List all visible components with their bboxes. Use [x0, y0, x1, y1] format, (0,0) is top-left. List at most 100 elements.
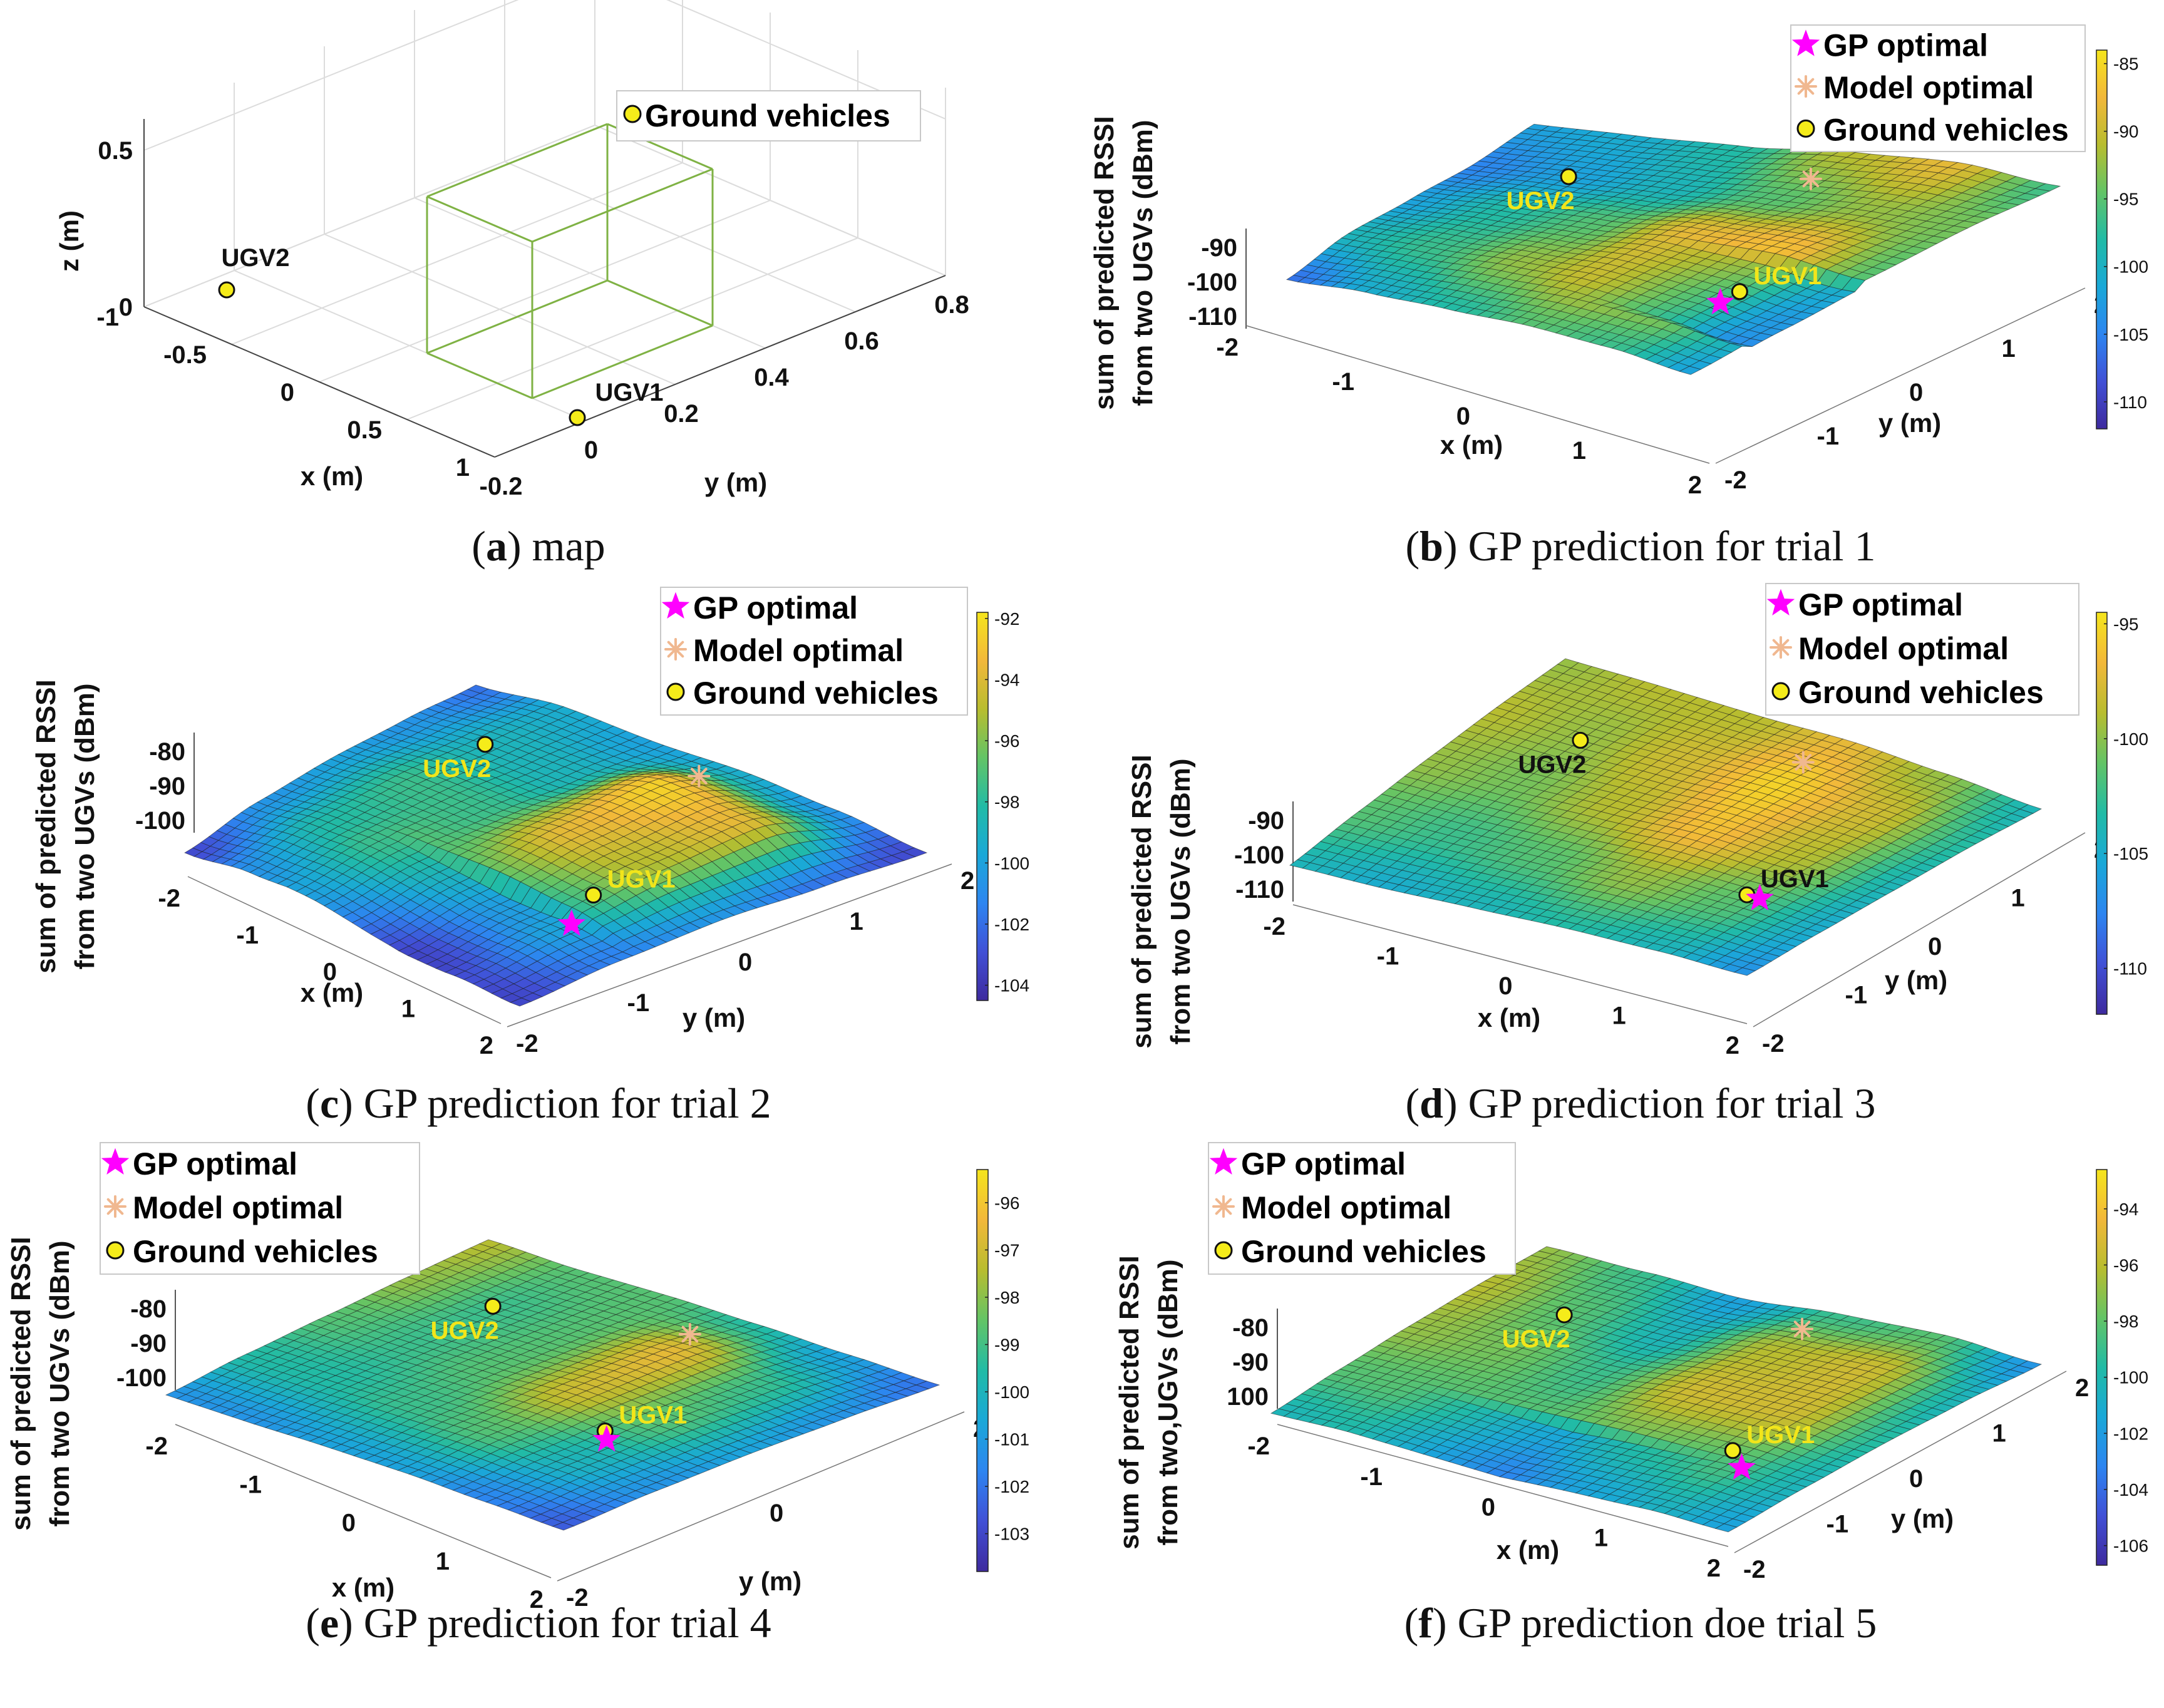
ground-vehicle-marker: [1560, 168, 1577, 185]
x-axis-line: [1245, 325, 1710, 464]
x-tick-label: 0: [1456, 403, 1470, 430]
y-tick-label: -0.2: [480, 473, 523, 500]
z-axis-title: z (m): [54, 210, 84, 272]
x-tick-label: -2: [1263, 913, 1286, 940]
caption-text: GP prediction for trial 1: [1468, 522, 1876, 570]
x-axis-title: x (m): [301, 461, 363, 491]
ground-vehicle-label: UGV2: [1507, 187, 1575, 215]
colorbar-tick-label: -90: [2113, 122, 2138, 141]
z-tick-label: -90: [1201, 234, 1237, 262]
colorbar-tick-label: -105: [2113, 844, 2148, 863]
grid-line: [594, 125, 946, 276]
y-tick-label: 0.8: [934, 291, 969, 319]
y-tick-label: -1: [1817, 423, 1840, 450]
y-axis-title: y (m): [1878, 408, 1941, 438]
x-axis-line: [143, 306, 495, 458]
ground-vehicle-label: UGV2: [222, 244, 290, 272]
caption-letter: b: [1419, 522, 1443, 570]
colorbar-tick-label: -95: [2113, 614, 2138, 634]
model-optimal-legend-icon: [664, 638, 687, 661]
grid-line: [319, 200, 771, 383]
caption-text: map: [532, 522, 605, 570]
ground-vehicle-marker: [477, 736, 494, 753]
z-axis-title-line: from two UGVs (dBm): [1165, 758, 1196, 1044]
z-tick-label: -90: [149, 773, 185, 800]
colorbar: -85-90-95-100-105-110: [2096, 49, 2148, 430]
y-axis-title: y (m): [704, 468, 767, 497]
colorbar-tick-label: -100: [994, 853, 1029, 873]
legend-label: GP optimal: [693, 590, 858, 625]
caption-paren-open: (: [306, 1079, 320, 1127]
legend-label: Ground vehicles: [1823, 112, 2069, 147]
x-tick-label: 2: [480, 1032, 493, 1059]
z-tick-label: -100: [1187, 269, 1237, 296]
ground-vehicle-marker: [569, 409, 586, 426]
x-tick-label: 2: [1726, 1032, 1739, 1059]
caption-paren-open: (: [1405, 522, 1419, 570]
caption-text: GP prediction for trial 3: [1468, 1079, 1876, 1127]
z-axis-title-line: from two UGVs (dBm): [1128, 120, 1158, 406]
x-axis-title: x (m): [1478, 1003, 1540, 1032]
x-tick-label: 0.5: [347, 416, 382, 444]
legend-label: Model optimal: [693, 633, 904, 668]
surface-mesh: [1286, 123, 2061, 375]
colorbar-tick-label: -94: [994, 670, 1019, 689]
y-tick-label: 0.4: [754, 364, 789, 391]
x-tick-label: 1: [1612, 1002, 1626, 1030]
obstacle-box-edge: [426, 195, 533, 243]
colorbar-tick-label: -85: [2113, 54, 2138, 74]
legend-label: GP optimal: [1798, 587, 1963, 622]
caption-paren-close: ): [1443, 1079, 1468, 1127]
caption-paren-open: (: [1405, 1079, 1419, 1127]
obstacle-box-edge: [532, 324, 713, 399]
colorbar: -92-94-96-98-100-102-104: [976, 609, 1029, 1001]
z-ticks: -110 -100 -90: [1187, 234, 1237, 331]
y-tick-label: 0.2: [664, 400, 699, 428]
z-axis-title: sum of predicted RSSI from two UGVs (dBm): [31, 679, 100, 973]
legend-box: [616, 90, 921, 141]
z-tick-label: 0.5: [98, 137, 133, 165]
colorbar-ramp: [2096, 49, 2108, 430]
z-axis-title-line: sum of predicted RSSI: [1126, 754, 1157, 1048]
x-tick-label: -0.5: [163, 341, 207, 369]
ground-vehicle-label: UGV1: [607, 866, 676, 893]
colorbar-tick-label: -105: [2113, 325, 2148, 344]
y-tick-label: -2: [516, 1030, 538, 1057]
legend-label: GP optimal: [1823, 28, 1988, 63]
z-tick-label: -100: [135, 807, 185, 835]
x-tick-label: 1: [1572, 437, 1586, 465]
y-tick-label: 1: [850, 908, 863, 935]
caption-paren-open: (: [471, 522, 486, 570]
colorbar-tick-label: -100: [2113, 729, 2148, 749]
z-tick-label: -110: [1188, 303, 1237, 331]
ground-vehicle-marker: [585, 887, 602, 904]
colorbar-ramp: [976, 612, 989, 1001]
figure-caption: (a) map: [471, 522, 605, 570]
x-tick-label: 1: [401, 995, 415, 1022]
colorbar-tick-label: -102: [994, 915, 1029, 934]
y-tick-label: -1: [1845, 982, 1868, 1009]
model-optimal-legend-icon: [1795, 75, 1817, 98]
ground-vehicle-legend-icon: [1771, 682, 1790, 701]
colorbar-tick-label: -98: [994, 793, 1019, 812]
y-axis-line: [494, 275, 946, 458]
x-tick-label: -1: [236, 922, 259, 949]
ground-vehicle-label: UGV2: [423, 755, 491, 783]
figure-caption: (b) GP prediction for trial 1: [1405, 522, 1875, 570]
z-ticks: 00.5: [98, 137, 133, 321]
x-tick-label: -1: [1377, 943, 1399, 970]
obstacle-box: [426, 123, 714, 399]
model-optimal-marker: [688, 764, 711, 788]
obstacle-box-edge: [426, 279, 608, 354]
y-axis-title: y (m): [683, 1003, 745, 1032]
obstacle-box-edge: [532, 168, 713, 243]
y-tick-label: 0: [1928, 933, 1942, 960]
surface-mesh: [165, 1239, 940, 1531]
x-tick-label: 2: [1688, 471, 1702, 499]
obstacle-box-edge: [426, 123, 608, 198]
x-axis-title: x (m): [301, 978, 363, 1007]
